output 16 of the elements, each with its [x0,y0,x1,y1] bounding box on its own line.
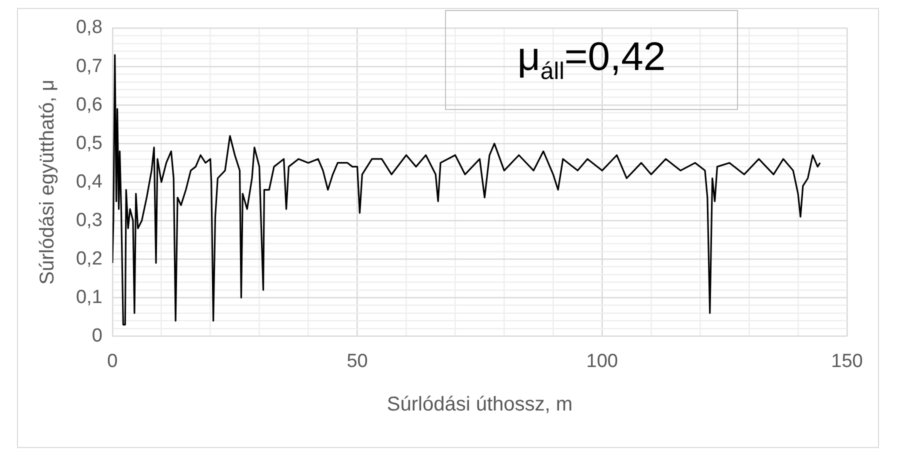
y-tick-label: 0,1 [76,286,102,308]
x-axis-title: Súrlódási úthossz, m [386,394,573,416]
x-tick-label: 150 [831,350,863,372]
y-tick-label: 0,8 [76,17,102,38]
y-tick-label: 0 [92,325,102,346]
x-tick-label: 50 [346,350,368,372]
y-tick-label: 0,2 [76,248,102,270]
y-axis-title: Súrlódási együttható, μ [36,80,59,285]
y-tick-label: 0,4 [76,171,103,192]
y-tick-label: 0,6 [76,94,102,116]
x-tick-label: 0 [107,350,118,372]
y-tick-label: 0,5 [76,132,102,154]
y-tick-label: 0,7 [76,56,102,77]
x-tick-label: 100 [586,350,618,372]
annotation: μ$_{áll}$=0,42 [517,34,666,86]
y-tick-label: 0,3 [76,210,102,231]
